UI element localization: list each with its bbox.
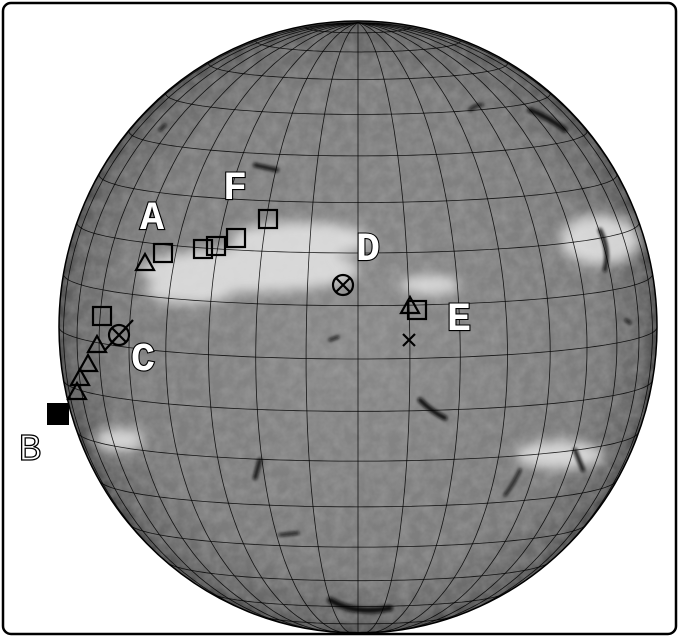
grid-line: [165, 22, 359, 633]
grid-line: [357, 22, 461, 633]
grid-line: [76, 22, 359, 621]
grid-line: [260, 616, 456, 625]
grid-line: [63, 22, 359, 589]
label-c: C: [131, 338, 155, 383]
grid-line: [99, 480, 617, 508]
grid-line: [208, 63, 508, 80]
grid-line: [255, 22, 359, 633]
grid-line: [76, 222, 640, 254]
grid-line: [357, 22, 551, 633]
sun-disk: [59, 21, 657, 633]
label-b: B: [19, 429, 42, 472]
grid-line: [129, 524, 587, 548]
label-f: F: [223, 167, 247, 212]
grid-line: [357, 22, 640, 621]
grid-line: [211, 593, 505, 607]
grid-line: [165, 93, 551, 115]
markers: [47, 208, 428, 425]
grid-line: [357, 22, 411, 633]
grid-line: [59, 326, 657, 360]
filled-square: [47, 403, 69, 425]
grid-line: [167, 562, 549, 582]
grid-line: [63, 380, 653, 412]
grid-line: [63, 274, 653, 307]
label-a: A: [140, 197, 164, 242]
grid-line: [255, 40, 461, 53]
grid-line: [128, 22, 359, 631]
limb: [58, 20, 658, 634]
grid-line: [98, 174, 618, 203]
grid-line: [305, 27, 411, 34]
grid-line: [357, 22, 588, 631]
grid-line: [77, 432, 639, 462]
grid-line: [357, 22, 508, 633]
grid-line: [128, 131, 588, 157]
label-e: E: [447, 298, 471, 343]
grid-line: [357, 22, 653, 589]
label-d: D: [356, 228, 380, 273]
grid-line: [305, 22, 359, 633]
grid-line: [208, 22, 359, 633]
